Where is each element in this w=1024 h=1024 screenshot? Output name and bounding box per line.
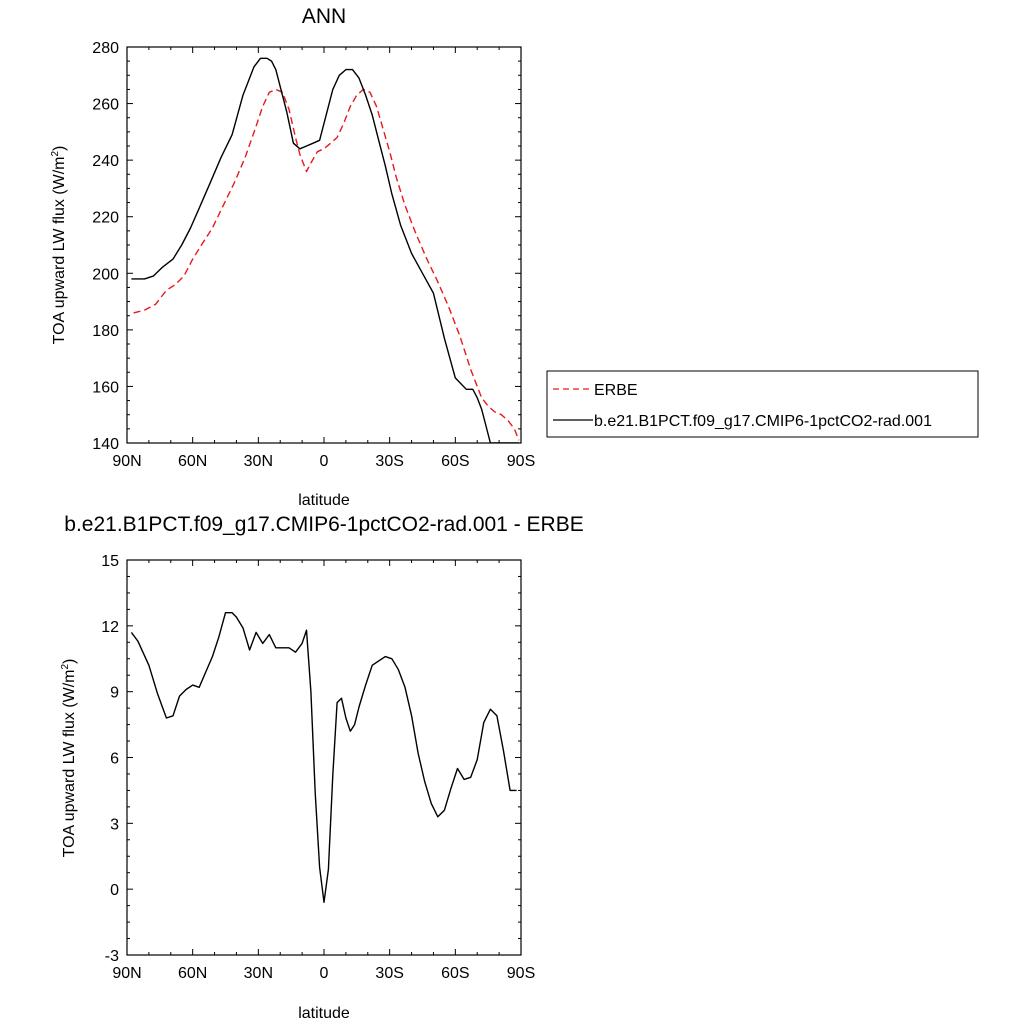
- top-chart: ANN 90N 60N 30N 0 30S 60S 90S 140 160 180 200 220 24…: [50, 5, 979, 509]
- x-tick-label: 30S: [375, 453, 403, 470]
- x-tick-label: 60N: [178, 453, 207, 470]
- y-axis-label: TOA upward LW flux (W/m2): [50, 146, 68, 345]
- x-tick-label: 90N: [112, 453, 141, 470]
- x-tick-label: 90S: [507, 453, 535, 470]
- x-tick-label: 60S: [441, 453, 469, 470]
- y-tick-label: 180: [92, 323, 119, 340]
- y-axis-label-main: TOA upward LW flux (W/m: [51, 157, 68, 345]
- y-tick-label: 6: [110, 751, 119, 768]
- plot-area: 90N 60N 30N 0 30S 60S 90S -3 0 3 6 9 12 15: [101, 553, 535, 982]
- chart-title: ANN: [302, 5, 346, 28]
- y-tick-label: 3: [110, 816, 119, 833]
- y-tick-label: 200: [92, 266, 119, 283]
- x-tick-label: 30N: [244, 965, 273, 982]
- y-axis-label-sup: 2: [60, 664, 71, 670]
- y-tick-label: 9: [110, 685, 119, 702]
- chart-title: b.e21.B1PCT.f09_g17.CMIP6-1pctCO2-rad.00…: [64, 513, 583, 536]
- x-tick-label: 30N: [244, 453, 273, 470]
- x-tick-label: 60S: [441, 965, 469, 982]
- plot-frame: [126, 559, 522, 956]
- y-axis-label-main: TOA upward LW flux (W/m: [61, 670, 78, 858]
- bottom-chart: b.e21.B1PCT.f09_g17.CMIP6-1pctCO2-rad.00…: [60, 513, 584, 1022]
- y-axis-label-end: ): [51, 146, 68, 151]
- y-tick-label: 140: [92, 436, 119, 453]
- y-tick-label: 260: [92, 97, 119, 114]
- y-tick-label: 12: [101, 619, 119, 636]
- legend-label-model: b.e21.B1PCT.f09_g17.CMIP6-1pctCO2-rad.00…: [594, 413, 932, 430]
- x-tick-label: 60N: [178, 965, 207, 982]
- y-axis-label: TOA upward LW flux (W/m2): [60, 659, 78, 858]
- x-tick-label: 0: [320, 453, 329, 470]
- plot-frame: [126, 46, 522, 444]
- y-tick-label: 220: [92, 210, 119, 227]
- y-axis-label-end: ): [61, 659, 78, 664]
- y-tick-label: 280: [92, 40, 119, 57]
- x-tick-label: 30S: [375, 965, 403, 982]
- plot-area: 90N 60N 30N 0 30S 60S 90S 140 160 180 200 220 240 260…: [92, 40, 535, 470]
- y-tick-label: 0: [110, 882, 119, 899]
- x-axis-label: latitude: [298, 492, 350, 509]
- y-tick-label: 240: [92, 153, 119, 170]
- legend: ERBE b.e21.B1PCT.f09_g17.CMIP6-1pctCO2-r…: [546, 370, 979, 438]
- x-tick-label: 90N: [112, 965, 141, 982]
- x-axis-label: latitude: [298, 1005, 350, 1022]
- y-tick-label: 160: [92, 379, 119, 396]
- legend-box: [546, 370, 979, 438]
- legend-label-erbe: ERBE: [594, 382, 638, 399]
- y-axis-label-sup: 2: [50, 151, 61, 157]
- y-tick-label: 15: [101, 553, 119, 570]
- series-line-erbe: [133, 88, 520, 441]
- y-tick-label: -3: [105, 948, 119, 965]
- series-line-difference: [130, 612, 517, 903]
- series-line-model: [131, 57, 519, 443]
- x-tick-label: 90S: [507, 965, 535, 982]
- x-tick-label: 0: [320, 965, 329, 982]
